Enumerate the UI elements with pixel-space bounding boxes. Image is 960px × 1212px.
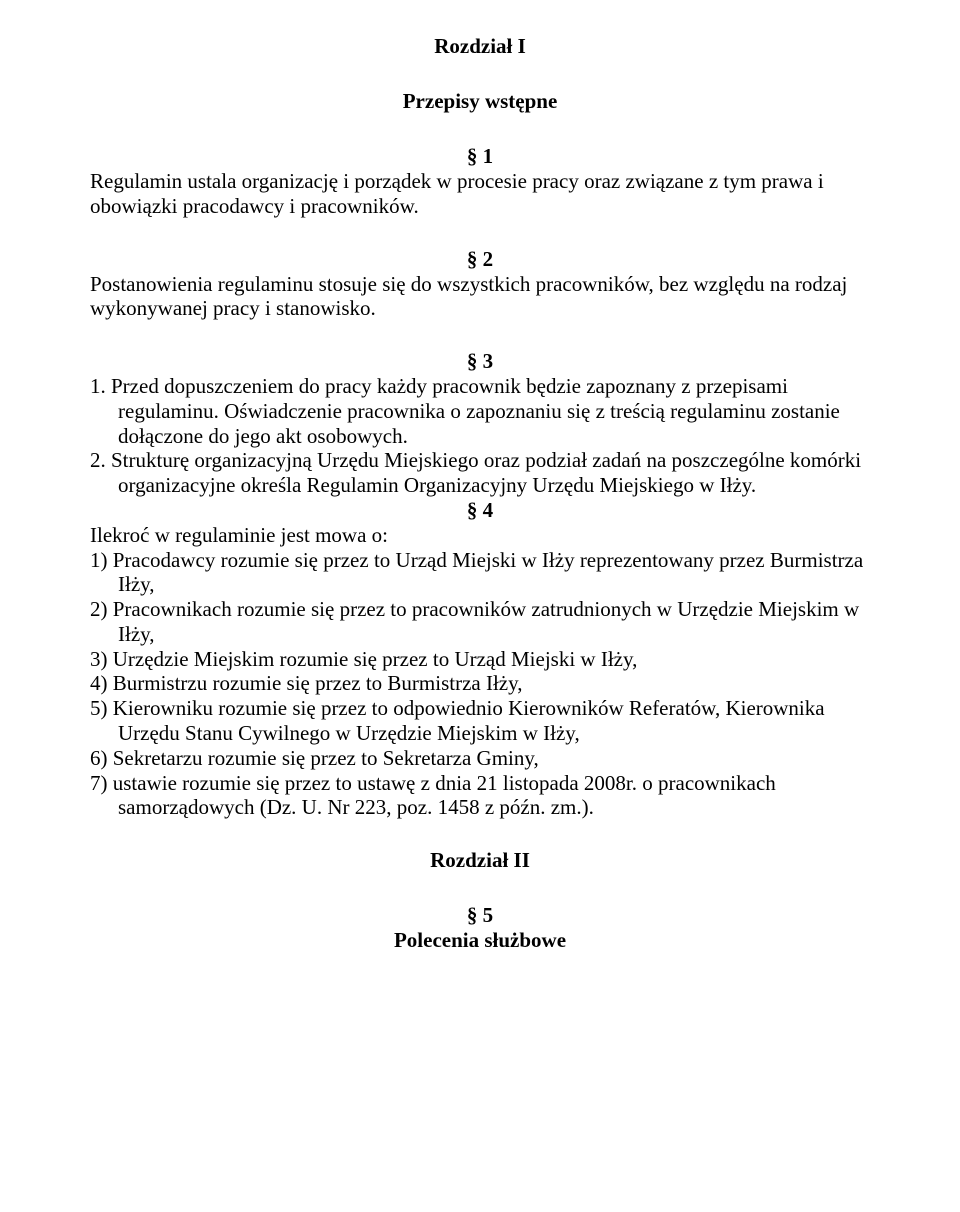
chapter-2-title: Rozdział II xyxy=(90,848,870,873)
section-1-heading: Przepisy wstępne xyxy=(90,89,870,114)
paragraph-4-marker: § 4 xyxy=(90,498,870,523)
chapter-1-title: Rozdział I xyxy=(90,34,870,59)
paragraph-5-marker: § 5 xyxy=(90,903,870,928)
paragraph-4-item-5: 5) Kierowniku rozumie się przez to odpow… xyxy=(90,696,870,746)
paragraph-3-item-1: 1. Przed dopuszczeniem do pracy każdy pr… xyxy=(90,374,870,448)
paragraph-4-item-6: 6) Sekretarzu rozumie się przez to Sekre… xyxy=(90,746,870,771)
paragraph-1-marker: § 1 xyxy=(90,144,870,169)
paragraph-4-item-4: 4) Burmistrzu rozumie się przez to Burmi… xyxy=(90,671,870,696)
section-2-heading: Polecenia służbowe xyxy=(90,928,870,953)
paragraph-2-marker: § 2 xyxy=(90,247,870,272)
paragraph-4-block: Ilekroć w regulaminie jest mowa o: 1) Pr… xyxy=(90,523,870,820)
paragraph-3-block: 1. Przed dopuszczeniem do pracy każdy pr… xyxy=(90,374,870,498)
paragraph-4-item-2: 2) Pracownikach rozumie się przez to pra… xyxy=(90,597,870,647)
paragraph-3-marker: § 3 xyxy=(90,349,870,374)
paragraph-4-intro: Ilekroć w regulaminie jest mowa o: xyxy=(90,523,870,548)
paragraph-4-item-7: 7) ustawie rozumie się przez to ustawę z… xyxy=(90,771,870,821)
paragraph-1-text: Regulamin ustala organizację i porządek … xyxy=(90,169,870,219)
paragraph-3-item-2: 2. Strukturę organizacyjną Urzędu Miejsk… xyxy=(90,448,870,498)
paragraph-4-item-3: 3) Urzędzie Miejskim rozumie się przez t… xyxy=(90,647,870,672)
paragraph-2-text: Postanowienia regulaminu stosuje się do … xyxy=(90,272,870,322)
paragraph-4-item-1: 1) Pracodawcy rozumie się przez to Urząd… xyxy=(90,548,870,598)
